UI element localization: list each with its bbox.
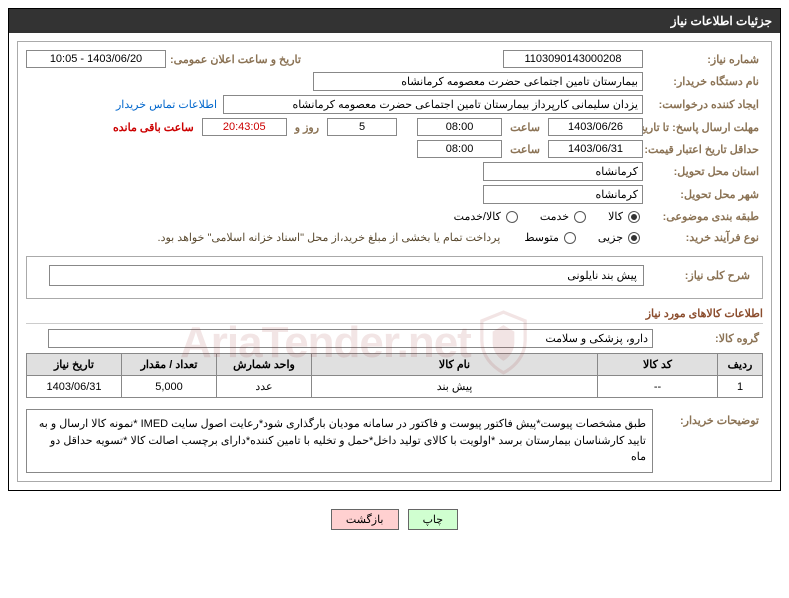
td-name: پیش بند [312,376,598,398]
row-city: شهر محل تحویل: کرمانشاه [26,185,763,204]
radio-service[interactable] [574,211,586,223]
th-date: تاریخ نیاز [27,354,122,376]
row-deadline: مهلت ارسال پاسخ: تا تاریخ: 1403/06/26 سا… [26,118,763,136]
row-group: گروه کالا: دارو، پزشکی و سلامت [26,329,763,348]
items-section-title: اطلاعات کالاهای مورد نیاز [26,307,763,324]
th-name: نام کالا [312,354,598,376]
td-idx: 1 [718,376,763,398]
requester-value: یزدان سلیمانی کارپرداز بیمارستان تامین ا… [223,95,643,114]
validity-date: 1403/06/31 [548,140,643,158]
purchase-type-options: جزیی متوسط پرداخت تمام یا بخشی از مبلغ خ… [158,231,643,244]
row-buyer-notes: توضیحات خریدار: طبق مشخصات پیوست*پیش فاک… [26,404,763,473]
city-label: شهر محل تحویل: [643,186,763,203]
print-button[interactable]: چاپ [408,509,459,530]
th-row: ردیف [718,354,763,376]
td-unit: عدد [217,376,312,398]
summary-box: شرح کلی نیاز: پیش بند نایلونی [26,256,763,299]
cat-both-label: کالا/خدمت [454,210,501,223]
cat-service-label: خدمت [540,210,569,223]
td-code: -- [598,376,718,398]
announce-label: تاریخ و ساعت اعلان عمومی: [166,51,305,68]
category-label: طبقه بندی موضوعی: [643,208,763,225]
contact-link[interactable]: اطلاعات تماس خریدار [116,98,217,111]
days-value: 5 [327,118,397,136]
buyer-label: نام دستگاه خریدار: [643,73,763,90]
row-buyer: نام دستگاه خریدار: بیمارستان تامین اجتما… [26,72,763,91]
validity-time: 08:00 [417,140,502,158]
deadline-time: 08:00 [417,118,502,136]
row-province: استان محل تحویل: کرمانشاه [26,162,763,181]
th-qty: تعداد / مقدار [122,354,217,376]
remaining-label: ساعت باقی مانده [109,119,198,136]
buyer-value: بیمارستان تامین اجتماعی حضرت معصومه کرما… [313,72,643,91]
group-value: دارو، پزشکی و سلامت [48,329,653,348]
province-label: استان محل تحویل: [643,163,763,180]
summary-label: شرح کلی نیاز: [644,267,754,284]
items-table: ردیف کد کالا نام کالا واحد شمارش تعداد /… [26,353,763,398]
validity-label: حداقل تاریخ اعتبار قیمت: تا تاریخ: [643,141,763,158]
table-header-row: ردیف کد کالا نام کالا واحد شمارش تعداد /… [27,354,763,376]
button-bar: چاپ بازگشت [0,499,789,540]
radio-small[interactable] [628,232,640,244]
deadline-date: 1403/06/26 [548,118,643,136]
time-label-1: ساعت [506,119,544,136]
form-container: شماره نیاز: 1103090143000208 تاریخ و ساع… [17,41,772,482]
th-unit: واحد شمارش [217,354,312,376]
row-purchase-type: نوع فرآیند خرید: جزیی متوسط پرداخت تمام … [26,229,763,246]
remaining-time: 20:43:05 [202,118,287,136]
pt-small-label: جزیی [598,231,623,244]
category-options: کالا خدمت کالا/خدمت [454,210,643,223]
radio-both[interactable] [506,211,518,223]
td-date: 1403/06/31 [27,376,122,398]
cat-goods-label: کالا [608,210,623,223]
row-need-no: شماره نیاز: 1103090143000208 تاریخ و ساع… [26,50,763,68]
row-category: طبقه بندی موضوعی: کالا خدمت کالا/خدمت [26,208,763,225]
panel-title: جزئیات اطلاعات نیاز [9,9,780,33]
buyer-notes-text: طبق مشخصات پیوست*پیش فاکتور پیوست و فاکت… [26,409,653,473]
row-summary: شرح کلی نیاز: پیش بند نایلونی [35,265,754,286]
purchase-note: پرداخت تمام یا بخشی از مبلغ خرید،از محل … [158,231,506,244]
td-qty: 5,000 [122,376,217,398]
radio-medium[interactable] [564,232,576,244]
th-code: کد کالا [598,354,718,376]
requester-label: ایجاد کننده درخواست: [643,96,763,113]
need-no-label: شماره نیاز: [643,51,763,68]
back-button[interactable]: بازگشت [331,509,399,530]
summary-value: پیش بند نایلونی [49,265,644,286]
pt-medium-label: متوسط [524,231,559,244]
announce-value: 1403/06/20 - 10:05 [26,50,166,68]
purchase-type-label: نوع فرآیند خرید: [643,229,763,246]
need-no-value: 1103090143000208 [503,50,643,68]
province-value: کرمانشاه [483,162,643,181]
deadline-label: مهلت ارسال پاسخ: تا تاریخ: [643,119,763,136]
radio-goods[interactable] [628,211,640,223]
row-validity: حداقل تاریخ اعتبار قیمت: تا تاریخ: 1403/… [26,140,763,158]
table-row: 1 -- پیش بند عدد 5,000 1403/06/31 [27,376,763,398]
panel-body: شماره نیاز: 1103090143000208 تاریخ و ساع… [9,33,780,490]
details-panel: جزئیات اطلاعات نیاز شماره نیاز: 11030901… [8,8,781,491]
time-label-2: ساعت [506,141,544,158]
days-label: روز و [291,119,323,136]
row-requester: ایجاد کننده درخواست: یزدان سلیمانی کارپر… [26,95,763,114]
buyer-notes-label: توضیحات خریدار: [653,404,763,429]
group-label: گروه کالا: [653,330,763,347]
city-value: کرمانشاه [483,185,643,204]
